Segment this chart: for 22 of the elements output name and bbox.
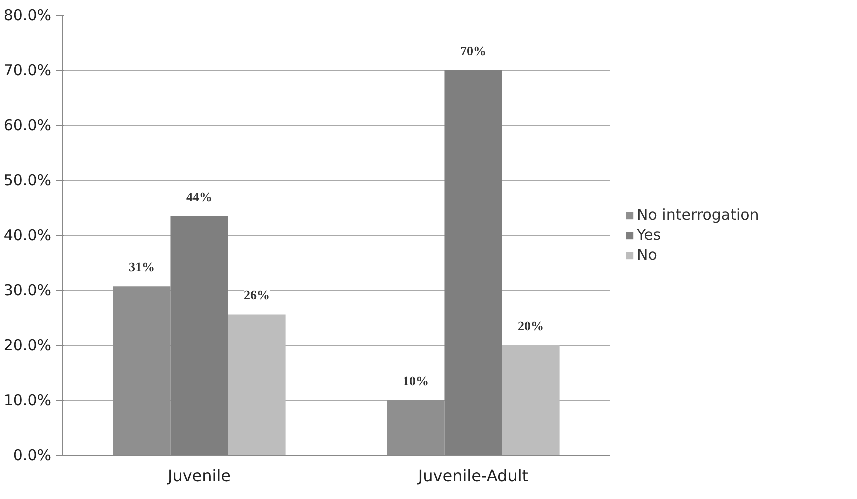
y-tick-label: 10.0% [4, 392, 52, 410]
y-tick-label: 50.0% [4, 172, 52, 190]
bar [228, 314, 286, 456]
data-label: 44% [186, 189, 212, 204]
data-label: 26% [244, 288, 270, 303]
data-label: 20% [518, 318, 544, 334]
y-tick-label: 80.0% [4, 6, 52, 24]
x-tick-label: Juvenile [166, 466, 232, 486]
y-tick-label: 20.0% [4, 336, 52, 354]
y-tick-label: 0.0% [13, 446, 52, 464]
data-label: 10% [402, 374, 429, 388]
bar [502, 346, 560, 456]
x-tick-label: Juvenile-Adult [417, 466, 529, 486]
legend-label: No interrogation [637, 206, 760, 224]
y-tick-label: 60.0% [4, 116, 52, 134]
legend-label: Yes [637, 226, 662, 244]
data-label: 70% [460, 44, 486, 58]
data-label: 31% [128, 260, 155, 275]
legend-label: No [637, 246, 658, 264]
y-tick-label: 40.0% [4, 226, 52, 244]
y-tick-label: 70.0% [4, 62, 52, 80]
y-tick-label: 30.0% [4, 282, 52, 300]
